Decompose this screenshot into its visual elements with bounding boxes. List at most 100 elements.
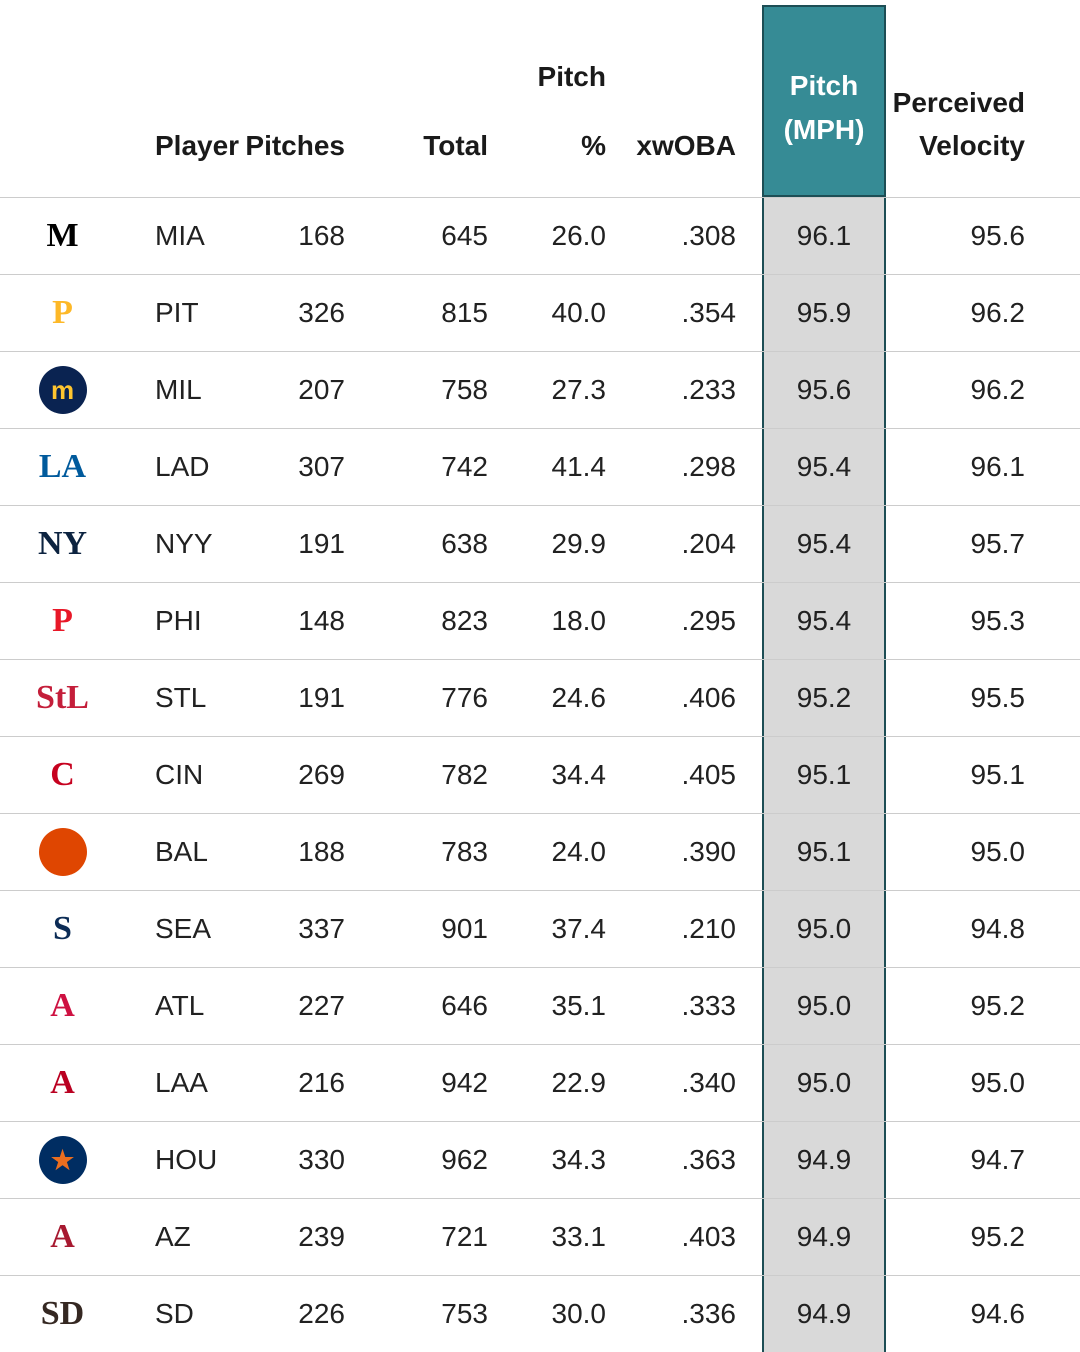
astros-logo: ★ <box>38 1136 87 1184</box>
cell-pitch-mph: 94.9 <box>762 1276 886 1352</box>
cell-pitch-pct: 18.0 <box>551 605 607 636</box>
cell-team-logo: SD <box>0 1276 125 1352</box>
cell-perceived-velocity: 94.7 <box>970 1144 1026 1175</box>
cell-pitches: 307 <box>298 451 345 482</box>
column-header-total[interactable]: Total <box>423 130 488 162</box>
cell-perceived-velocity: 94.8 <box>970 913 1026 944</box>
cell-xwoba: .308 <box>681 220 737 251</box>
cell-team: BAL <box>155 836 208 867</box>
braves-logo: A <box>50 987 75 1024</box>
column-header-perceived-velocity-line1: Perceived <box>892 86 1025 118</box>
cell-perceived-velocity: 95.0 <box>970 1067 1026 1098</box>
cell-xwoba: .363 <box>681 1144 737 1175</box>
column-header-pitch-pct-line2: % <box>581 130 606 162</box>
cell-team: ATL <box>155 990 205 1021</box>
column-header-xwoba[interactable]: xwOBA <box>636 130 736 162</box>
cell-pitch-pct: 33.1 <box>551 1221 607 1252</box>
cell-total: 646 <box>441 990 488 1021</box>
cell-total: 742 <box>441 451 488 482</box>
table-row: A AZ 239 721 33.1 .403 94.9 95.2 <box>0 1198 1080 1275</box>
table-row: NY NYY 191 638 29.9 .204 95.4 95.7 <box>0 505 1080 582</box>
cell-total: 823 <box>441 605 488 636</box>
cell-pitch-mph: 95.9 <box>762 275 886 351</box>
column-header-pitch-mph[interactable]: Pitch (MPH) <box>762 5 886 197</box>
cell-xwoba: .390 <box>681 836 737 867</box>
cell-total: 901 <box>441 913 488 944</box>
cell-perceived-velocity: 95.3 <box>970 605 1026 636</box>
cell-pitch-pct: 35.1 <box>551 990 607 1021</box>
cell-pitch-pct: 30.0 <box>551 1298 607 1329</box>
cell-pitches: 227 <box>298 990 345 1021</box>
cell-pitch-mph: 95.2 <box>762 660 886 736</box>
table-row: A LAA 216 942 22.9 .340 95.0 95.0 <box>0 1044 1080 1121</box>
cell-pitches: 269 <box>298 759 345 790</box>
cell-perceived-velocity: 96.2 <box>970 297 1026 328</box>
cell-team-logo: A <box>0 1045 125 1121</box>
marlins-logo: M <box>46 217 79 254</box>
table-row: SD SD 226 753 30.0 .336 94.9 94.6 <box>0 1275 1080 1352</box>
cell-perceived-velocity: 95.0 <box>970 836 1026 867</box>
cell-perceived-velocity: 95.5 <box>970 682 1026 713</box>
cell-pitch-pct: 37.4 <box>551 913 607 944</box>
cell-perceived-velocity: 95.2 <box>970 990 1026 1021</box>
cell-pitch-pct: 26.0 <box>551 220 607 251</box>
cell-team: MIA <box>155 220 205 251</box>
cell-pitches: 188 <box>298 836 345 867</box>
cell-total: 782 <box>441 759 488 790</box>
cell-team-logo: StL <box>0 660 125 736</box>
cell-pitch-mph: 95.0 <box>762 968 886 1044</box>
table-row: m MIL 207 758 27.3 .233 95.6 96.2 <box>0 351 1080 428</box>
cell-total: 783 <box>441 836 488 867</box>
cell-xwoba: .354 <box>681 297 737 328</box>
cell-team: PHI <box>155 605 202 636</box>
reds-logo: C <box>50 756 75 793</box>
table-row: P PIT 326 815 40.0 .354 95.9 96.2 <box>0 274 1080 351</box>
table-row: LA LAD 307 742 41.4 .298 95.4 96.1 <box>0 428 1080 505</box>
cell-xwoba: .295 <box>681 605 737 636</box>
cell-total: 758 <box>441 374 488 405</box>
cell-team-logo <box>0 814 125 890</box>
table-row: StL STL 191 776 24.6 .406 95.2 95.5 <box>0 659 1080 736</box>
column-header-pitches[interactable]: Pitches <box>245 130 345 162</box>
table-row: A ATL 227 646 35.1 .333 95.0 95.2 <box>0 967 1080 1044</box>
cell-team-logo: P <box>0 275 125 351</box>
cell-perceived-velocity: 95.1 <box>970 759 1026 790</box>
cell-perceived-velocity: 95.6 <box>970 220 1026 251</box>
column-header-pitch-pct[interactable]: Pitch % <box>488 60 606 197</box>
cell-pitches: 191 <box>298 682 345 713</box>
cell-team-logo: C <box>0 737 125 813</box>
dodgers-logo: LA <box>38 448 87 485</box>
cell-pitch-mph: 95.0 <box>762 1045 886 1121</box>
cell-xwoba: .210 <box>681 913 737 944</box>
cell-perceived-velocity: 96.2 <box>970 374 1026 405</box>
cell-team-logo: m <box>0 352 125 428</box>
table-row: S SEA 337 901 37.4 .210 95.0 94.8 <box>0 890 1080 967</box>
pirates-logo: P <box>52 294 73 331</box>
cell-xwoba: .403 <box>681 1221 737 1252</box>
cell-xwoba: .336 <box>681 1298 737 1329</box>
cell-pitch-pct: 41.4 <box>551 451 607 482</box>
cell-perceived-velocity: 96.1 <box>970 451 1026 482</box>
column-header-logo-spacer <box>0 163 125 197</box>
cell-total: 638 <box>441 528 488 559</box>
cell-pitch-mph: 94.9 <box>762 1199 886 1275</box>
cell-team-logo: NY <box>0 506 125 582</box>
cell-total: 962 <box>441 1144 488 1175</box>
cell-pitches: 148 <box>298 605 345 636</box>
cell-pitch-pct: 24.6 <box>551 682 607 713</box>
column-header-pitch-mph-line1: Pitch <box>789 70 859 101</box>
column-header-perceived-velocity[interactable]: Perceived Velocity <box>886 86 1080 197</box>
cell-team: SEA <box>155 913 212 944</box>
cell-pitch-pct: 34.4 <box>551 759 607 790</box>
cell-pitch-mph: 95.1 <box>762 814 886 890</box>
cell-team: STL <box>155 682 207 713</box>
angels-logo: A <box>50 1064 75 1101</box>
column-header-player[interactable]: Player <box>155 130 240 162</box>
table-row: C CIN 269 782 34.4 .405 95.1 95.1 <box>0 736 1080 813</box>
cell-pitches: 168 <box>298 220 345 251</box>
cell-perceived-velocity: 94.6 <box>970 1298 1026 1329</box>
column-header-perceived-velocity-line2: Velocity <box>919 130 1025 162</box>
table-row: P PHI 148 823 18.0 .295 95.4 95.3 <box>0 582 1080 659</box>
cell-team: PIT <box>155 297 199 328</box>
cell-total: 753 <box>441 1298 488 1329</box>
